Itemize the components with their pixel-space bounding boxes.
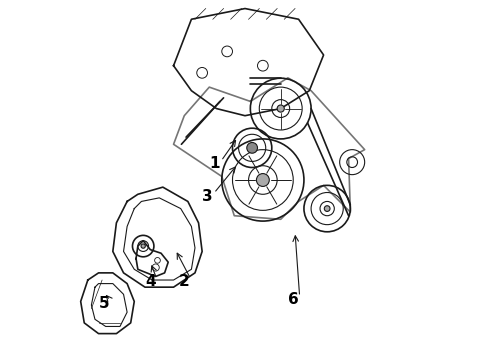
- Text: 3: 3: [202, 189, 213, 203]
- Circle shape: [247, 143, 258, 153]
- Text: 6: 6: [288, 292, 298, 307]
- Polygon shape: [136, 241, 168, 276]
- Circle shape: [277, 105, 284, 112]
- Circle shape: [324, 206, 330, 211]
- Text: 4: 4: [145, 274, 156, 289]
- Text: 1: 1: [209, 157, 220, 171]
- Circle shape: [141, 244, 146, 248]
- Text: 2: 2: [179, 274, 190, 289]
- Text: 5: 5: [98, 296, 109, 311]
- Polygon shape: [81, 273, 134, 334]
- Circle shape: [256, 174, 270, 186]
